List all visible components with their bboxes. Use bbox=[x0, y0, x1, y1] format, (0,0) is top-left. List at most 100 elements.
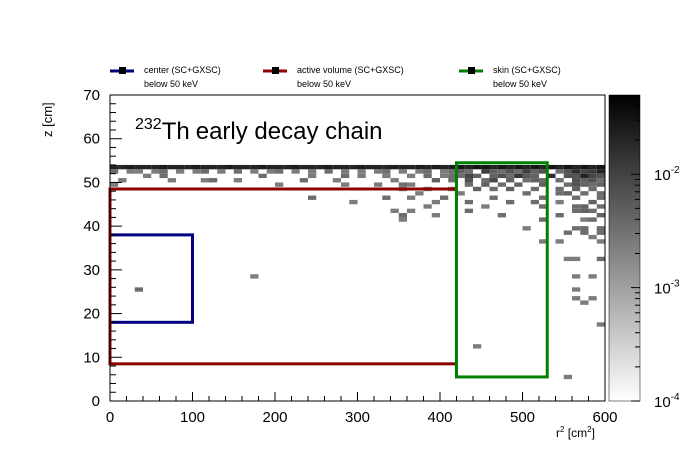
heatmap-bin bbox=[473, 173, 482, 179]
heatmap-bin bbox=[522, 173, 531, 179]
heatmap-bin bbox=[275, 169, 284, 174]
heatmap-bin bbox=[539, 178, 548, 183]
legend-label-active-volume: active volume (SC+GXSC) bbox=[297, 65, 404, 75]
heatmap-bin bbox=[596, 239, 605, 244]
heatmap-bin bbox=[398, 182, 407, 187]
heatmap-bin bbox=[547, 164, 556, 170]
heatmap-bin bbox=[588, 208, 597, 214]
heatmap-bin bbox=[440, 169, 449, 174]
x-axis-title-base: r bbox=[556, 426, 560, 440]
region-outline-skin bbox=[455, 161, 549, 379]
heatmap-bin bbox=[497, 164, 506, 170]
x-axis-title-sup1: 2 bbox=[560, 425, 565, 434]
heatmap-bin bbox=[151, 164, 160, 170]
heatmap-bin bbox=[588, 169, 597, 174]
x-tick-label: 100 bbox=[180, 409, 205, 426]
legend-marker-active-volume bbox=[272, 67, 279, 74]
heatmap-bin bbox=[596, 256, 605, 262]
heatmap-bin bbox=[580, 204, 589, 209]
heatmap-bin bbox=[588, 234, 597, 240]
heatmap-bin bbox=[563, 164, 572, 170]
heatmap-bin bbox=[143, 173, 152, 179]
heatmap-bin bbox=[596, 226, 605, 231]
heatmap-bin bbox=[167, 164, 176, 170]
heatmap-bin bbox=[481, 164, 490, 170]
heatmap-bin bbox=[563, 230, 572, 235]
heatmap-bin bbox=[118, 178, 127, 183]
heatmap-bin bbox=[489, 195, 498, 200]
heatmap-bin bbox=[539, 195, 548, 200]
heatmap-bin bbox=[110, 182, 119, 187]
heatmap-bin bbox=[539, 164, 548, 170]
heatmap-bin bbox=[110, 164, 119, 170]
heatmap-bin bbox=[539, 217, 548, 222]
heatmap-bin bbox=[572, 186, 581, 192]
heatmap-bin bbox=[324, 164, 333, 170]
heatmap-bin bbox=[200, 164, 209, 170]
heatmap-bin bbox=[167, 178, 176, 183]
heatmap-bin bbox=[341, 164, 350, 170]
heatmap-bin bbox=[456, 169, 465, 174]
heatmap-bin bbox=[398, 213, 407, 218]
heatmap-bin bbox=[448, 169, 457, 174]
colorbar-ticks: 10-2 10-3 10-4 bbox=[631, 105, 680, 411]
y-tick-label: 10 bbox=[83, 349, 100, 366]
title-text: early decay chain bbox=[196, 118, 383, 145]
heatmap-bin bbox=[572, 178, 581, 183]
heatmap-bin bbox=[209, 164, 218, 170]
title-element: Th bbox=[162, 118, 190, 145]
heatmap-bin bbox=[588, 274, 597, 279]
heatmap-bin bbox=[431, 213, 440, 218]
x-tick-label: 400 bbox=[427, 409, 452, 426]
x-tick-label: 600 bbox=[592, 409, 617, 426]
heatmap-bin bbox=[473, 344, 482, 349]
heatmap-bin bbox=[563, 256, 572, 262]
heatmap-bin bbox=[596, 322, 605, 327]
heatmap-bin bbox=[530, 173, 539, 179]
heatmap-bin bbox=[572, 296, 581, 301]
chart-title: 232Th early decay chain bbox=[135, 116, 383, 145]
heatmap-bin bbox=[473, 186, 482, 192]
heatmap-bin bbox=[497, 213, 506, 218]
heatmap-bin bbox=[596, 164, 605, 170]
heatmap-bin bbox=[390, 178, 399, 183]
heatmap-bin bbox=[448, 164, 457, 170]
heatmap-bin bbox=[217, 169, 226, 174]
heatmap-bin bbox=[539, 182, 548, 187]
heatmap-bin bbox=[588, 182, 597, 187]
heatmap-bin bbox=[572, 226, 581, 231]
heatmap-bin bbox=[200, 169, 209, 174]
heatmap-bin bbox=[200, 178, 209, 183]
legend-sublabel-skin: below 50 keV bbox=[493, 79, 547, 89]
heatmap-bin bbox=[176, 169, 185, 174]
heatmap-bin bbox=[530, 186, 539, 192]
heatmap-bin bbox=[126, 169, 135, 174]
heatmap-bin bbox=[110, 169, 119, 174]
legend-entry-active-volume: active volume (SC+GXSC) below 50 keV bbox=[263, 65, 404, 89]
heatmap-bin bbox=[547, 173, 556, 179]
heatmap-bin bbox=[407, 182, 416, 187]
heatmap-bin bbox=[514, 173, 523, 179]
heatmap-bin bbox=[118, 164, 127, 170]
colorbar-tick-label: 10-4 bbox=[654, 392, 680, 411]
heatmap-bin bbox=[357, 169, 366, 174]
heatmap-bin bbox=[588, 199, 597, 205]
heatmap-bin bbox=[431, 164, 440, 170]
heatmap-bin bbox=[440, 195, 449, 200]
heatmap-bin bbox=[473, 164, 482, 170]
heatmap-bin bbox=[522, 169, 531, 174]
heatmap-bin bbox=[398, 169, 407, 174]
heatmap-bin bbox=[390, 164, 399, 170]
heatmap-bin bbox=[357, 164, 366, 170]
heatmap-bin bbox=[299, 164, 308, 170]
heatmap-bin bbox=[522, 178, 531, 183]
heatmap-bin bbox=[572, 208, 581, 214]
heatmap-bin bbox=[283, 164, 292, 170]
x-axis-title: r2 [cm2] bbox=[556, 425, 595, 440]
heatmap-bin bbox=[374, 164, 383, 170]
heatmap-bin bbox=[431, 199, 440, 205]
heatmap-bin bbox=[539, 204, 548, 209]
heatmap-bin bbox=[440, 173, 449, 179]
heatmap-bin bbox=[580, 208, 589, 214]
heatmap-bin bbox=[588, 296, 597, 301]
